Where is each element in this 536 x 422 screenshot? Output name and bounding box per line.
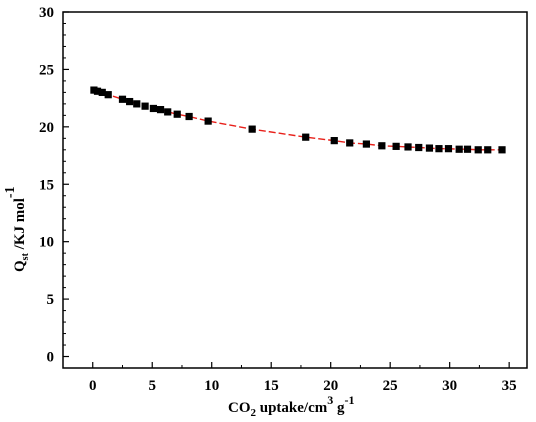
data-point: [141, 102, 149, 110]
x-tick-label: 15: [264, 378, 279, 394]
x-title-rest: uptake/cm: [256, 400, 328, 416]
data-point: [463, 145, 472, 153]
y-tick-label: 0: [47, 350, 55, 366]
plot-frame: [62, 11, 528, 369]
x-tick-label: 10: [204, 378, 219, 394]
x-tick-label: 5: [148, 378, 156, 394]
x-tick-label: 20: [323, 378, 338, 394]
data-point: [435, 145, 443, 153]
x-tick-label: 25: [383, 378, 398, 394]
x-axis-ticks: [62, 362, 510, 368]
y-tick-label: 15: [39, 177, 54, 193]
y-axis-ticks: [63, 11, 69, 358]
data-point: [330, 137, 338, 145]
data-point: [173, 110, 181, 118]
data-point: [126, 97, 134, 106]
fit-curve: [93, 89, 503, 151]
x-title-tail-sup: -1: [345, 393, 355, 407]
x-tick-label: 0: [89, 378, 97, 394]
x-title-main: CO: [228, 400, 251, 416]
x-axis-tick-labels: 0 5 10 15 20 25 30 35: [89, 378, 517, 394]
data-point: [302, 133, 310, 141]
data-point: [415, 143, 423, 152]
data-point: [156, 106, 165, 114]
x-tick-label: 35: [502, 378, 517, 394]
data-point: [484, 146, 492, 154]
x-title-tail: g: [333, 400, 345, 416]
data-point: [118, 95, 127, 103]
data-point: [98, 88, 106, 96]
y-title-main: Q: [12, 260, 28, 272]
data-point: [474, 146, 482, 154]
x-title-sup: 3: [327, 393, 333, 407]
data-point: [362, 140, 370, 148]
data-point: [164, 108, 172, 116]
data-point: [185, 112, 193, 121]
x-tick-label: 30: [442, 378, 457, 394]
y-tick-label: 30: [39, 5, 54, 21]
y-tick-label: 5: [47, 292, 55, 308]
data-point: [149, 104, 158, 113]
data-point: [444, 145, 453, 153]
y-axis-tick-labels: 0 5 10 15 20 25 30: [39, 5, 54, 366]
y-tick-label: 20: [39, 120, 54, 136]
data-point: [93, 87, 102, 95]
data-markers: [90, 86, 506, 154]
y-title-rest: /KJ mol: [12, 198, 28, 253]
data-point: [498, 146, 506, 154]
data-point: [104, 91, 112, 99]
y-title-sup: -1: [3, 186, 18, 198]
data-point: [404, 143, 412, 151]
data-point: [455, 145, 463, 153]
x-axis-title: CO2 uptake/cm3 g-1: [228, 393, 355, 419]
data-point: [248, 125, 256, 133]
data-point: [346, 139, 354, 147]
y-title-sub: st: [20, 252, 31, 260]
y-axis-title: Qst /KJ mol-1: [3, 186, 31, 272]
data-point: [425, 144, 434, 152]
data-point: [392, 142, 400, 150]
data-point: [133, 100, 141, 108]
data-point: [204, 117, 212, 125]
data-point: [378, 142, 386, 150]
x-title-sub: 2: [251, 407, 257, 419]
y-tick-label: 10: [39, 235, 54, 251]
y-tick-label: 25: [39, 62, 54, 78]
